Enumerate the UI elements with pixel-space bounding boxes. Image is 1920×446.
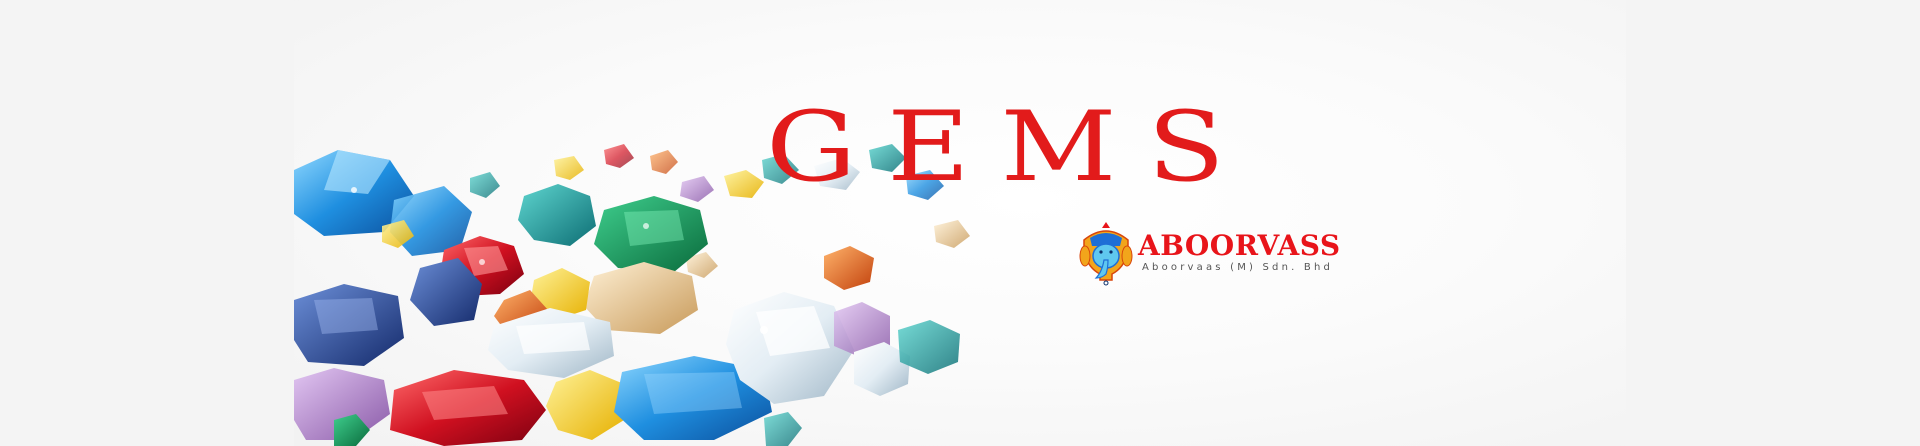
gemstones-image xyxy=(294,144,970,446)
ganesha-emblem-icon xyxy=(1079,222,1133,286)
brand-logo[interactable]: ABOORVASS Aboorvaas (M) Sdn. Bhd xyxy=(1076,218,1406,286)
brand-name: ABOORVASS xyxy=(1138,229,1341,262)
brand-company-name: Aboorvaas (M) Sdn. Bhd xyxy=(1142,262,1334,273)
hero-banner: GEMS ABOORVASS Aboorvaas (M) Sdn. Bhd xyxy=(294,0,1626,446)
headline-title: GEMS xyxy=(766,91,1256,203)
